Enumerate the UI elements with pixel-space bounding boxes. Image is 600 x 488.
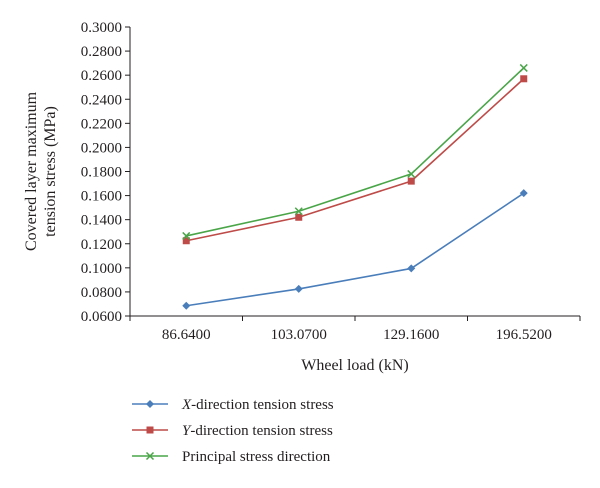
y-axis-title-line: Covered layer maximum: [23, 91, 40, 251]
data-point: [407, 169, 416, 178]
y-tick-label: 0.1200: [81, 237, 122, 253]
series-3: [182, 63, 528, 240]
data-point: [520, 75, 528, 83]
data-point: [519, 63, 528, 72]
data-point: [182, 301, 191, 310]
y-axis-title: Covered layer maximum tension stress (MPa…: [23, 91, 59, 251]
series-line: [186, 78, 525, 242]
y-tick-label: 0.2800: [81, 44, 122, 60]
legend-marker: [145, 451, 155, 461]
legend-marker: [146, 400, 154, 408]
y-tick-label: 0.2200: [81, 116, 122, 132]
y-tick-label: 0.0600: [81, 309, 122, 325]
y-tick-label: 0.1400: [81, 213, 122, 229]
data-point: [182, 237, 190, 245]
legend-marker: [146, 426, 154, 434]
legend-item: Y-direction tension stress: [132, 423, 333, 439]
x-tick-label: 86.6400: [162, 327, 211, 343]
legend-label: Principal stress direction: [182, 449, 331, 465]
legend-label: Y-direction tension stress: [182, 423, 333, 439]
data-point: [294, 207, 303, 216]
series-line: [186, 192, 525, 307]
y-tick-label: 0.1600: [81, 189, 122, 205]
data-point: [294, 284, 303, 293]
x-tick-label: 103.0700: [271, 327, 327, 343]
x-axis: 86.6400 103.0700 129.1600 196.5200: [129, 315, 581, 343]
legend-label: X-direction tension stress: [181, 397, 334, 413]
x-axis-title: Wheel load (kN): [301, 357, 409, 374]
y-tick-label: 0.2400: [81, 92, 122, 108]
plot-area: [182, 63, 528, 310]
y-axis: 0.0600 0.0800 0.1000 0.1200 0.1400 0.1600 0.18…: [81, 20, 131, 325]
series-2: [182, 75, 528, 245]
y-tick-label: 0.0800: [81, 285, 122, 301]
data-point: [519, 189, 528, 198]
data-point: [407, 264, 416, 273]
legend-item: X-direction tension stress: [132, 397, 334, 413]
y-tick-label: 0.2600: [81, 68, 122, 84]
series-1: [182, 189, 528, 310]
y-axis-title-line: tension stress (MPa): [42, 106, 59, 237]
legend-item: Principal stress direction: [132, 449, 331, 465]
legend: X-direction tension stress Y-direction te…: [132, 397, 334, 465]
y-tick-label: 0.1000: [81, 261, 122, 277]
y-tick-label: 0.2000: [81, 140, 122, 156]
data-point: [295, 213, 303, 221]
y-tick-label: 0.1800: [81, 165, 122, 181]
y-tick-label: 0.3000: [81, 20, 122, 36]
x-tick-label: 196.5200: [496, 327, 552, 343]
data-point: [182, 231, 191, 240]
series-line: [186, 67, 525, 237]
x-tick-label: 129.1600: [383, 327, 439, 343]
data-point: [407, 177, 415, 185]
